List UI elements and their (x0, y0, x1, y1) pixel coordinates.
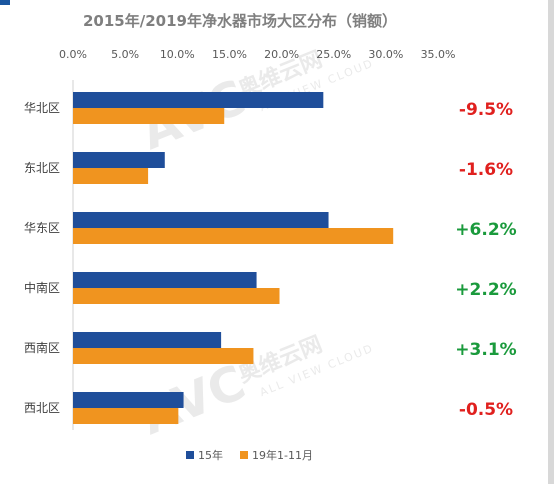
watermark-top: AVC 奥维云网 ALL VIEW CLOUD (134, 46, 376, 161)
change-label: -9.5% (459, 100, 513, 120)
category-label: 西北区 (24, 401, 60, 415)
change-label: -1.6% (459, 160, 513, 180)
bar-15-5 (73, 392, 184, 408)
legend-swatch (240, 451, 248, 459)
legend-label: 15年 (198, 448, 223, 462)
category-label: 华北区 (24, 101, 60, 115)
x-axis-ticks: 0.0% 5.0% 10.0% 15.0% 20.0% 25.0% 30.0% 35.0% (59, 48, 456, 61)
x-tick-label: 20.0% (264, 48, 299, 61)
category-label: 东北区 (24, 161, 60, 175)
bar-19-1 (73, 168, 149, 184)
change-label: +6.2% (455, 220, 516, 240)
category-label: 华东区 (24, 221, 60, 235)
bars (73, 92, 394, 424)
bar-19-4 (73, 348, 254, 364)
change-label: +3.1% (455, 340, 516, 360)
change-label: -0.5% (459, 400, 513, 420)
x-tick-label: 35.0% (421, 48, 456, 61)
bar-19-5 (73, 408, 179, 424)
chart-title: 2015年/2019年净水器市场大区分布（销额） (83, 12, 397, 30)
x-tick-label: 30.0% (368, 48, 403, 61)
x-tick-label: 5.0% (111, 48, 139, 61)
watermark-bottom: AVC 奥维云网 ALL VIEW CLOUD (134, 331, 376, 446)
legend: 15年 19年1-11月 (186, 448, 313, 462)
corner-mark (0, 0, 10, 5)
bar-19-3 (73, 288, 280, 304)
bar-19-2 (73, 228, 394, 244)
x-tick-label: 15.0% (212, 48, 247, 61)
bar-15-3 (73, 272, 257, 288)
right-edge-strip (548, 0, 554, 484)
bar-15-2 (73, 212, 329, 228)
change-labels: -9.5% -1.6% +6.2% +2.2% +3.1% -0.5% (455, 100, 516, 420)
x-tick-label: 10.0% (160, 48, 195, 61)
bar-15-1 (73, 152, 165, 168)
category-label: 西南区 (24, 340, 60, 355)
change-label: +2.2% (455, 280, 516, 300)
legend-label: 19年1-11月 (252, 448, 313, 462)
bar-19-0 (73, 108, 225, 124)
x-tick-label: 25.0% (316, 48, 351, 61)
bar-15-0 (73, 92, 324, 108)
legend-swatch (186, 451, 194, 459)
category-label: 中南区 (24, 280, 60, 295)
bar-15-4 (73, 332, 222, 348)
x-tick-label: 0.0% (59, 48, 87, 61)
